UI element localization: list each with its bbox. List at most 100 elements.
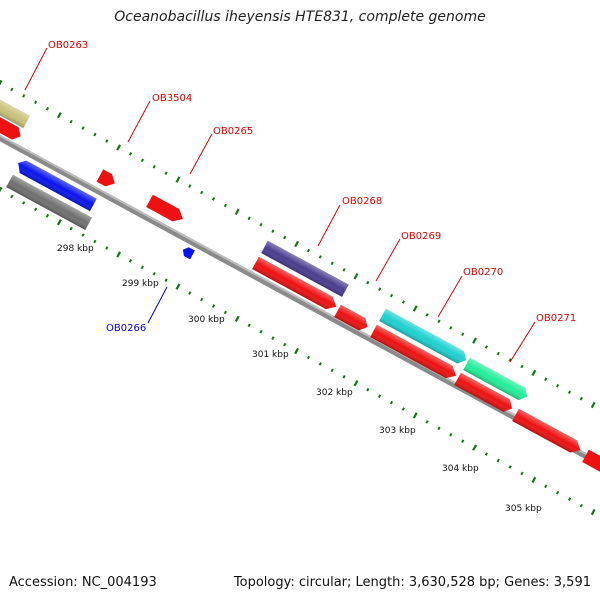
tick-mark xyxy=(353,273,359,280)
tick-mark xyxy=(175,283,181,290)
tick-mark xyxy=(579,503,583,508)
tick-mark xyxy=(105,246,109,250)
tick-mark xyxy=(472,337,477,344)
gene-left-red[interactable] xyxy=(0,109,24,142)
tick-mark xyxy=(590,508,596,516)
label-ob0271[interactable]: OB0271 xyxy=(536,313,576,324)
tick-mark xyxy=(306,355,311,360)
scale-label-302: 302 kbp xyxy=(316,388,353,398)
tick-mark xyxy=(306,248,311,253)
tick-mark xyxy=(461,439,465,443)
label-ob0269[interactable]: OB0269 xyxy=(401,231,441,242)
tick-mark xyxy=(69,226,73,231)
tick-mark xyxy=(10,194,14,199)
gene-ob0265[interactable] xyxy=(146,194,186,225)
tick-mark xyxy=(556,383,560,388)
tick-mark xyxy=(461,332,465,336)
tick-mark xyxy=(200,297,204,302)
scale-label-301: 301 kbp xyxy=(252,350,289,360)
tick-mark xyxy=(378,287,382,291)
leader-ob0268 xyxy=(317,204,341,247)
tick-mark xyxy=(496,458,500,463)
label-ob0266[interactable]: OB0266 xyxy=(106,323,146,334)
tick-mark xyxy=(366,280,370,285)
label-ob0265[interactable]: OB0265 xyxy=(213,126,253,137)
tick-mark xyxy=(544,484,548,489)
tick-mark xyxy=(401,300,405,304)
tick-mark xyxy=(234,315,240,323)
tick-mark xyxy=(449,433,453,437)
tick-mark xyxy=(590,401,596,409)
genome-summary-text: Topology: circular; Length: 3,630,528 bp… xyxy=(233,575,591,590)
gene-ob0266[interactable] xyxy=(180,245,195,260)
tick-mark xyxy=(259,329,263,334)
tick-mark xyxy=(247,216,251,221)
tick-mark xyxy=(45,213,50,218)
tick-mark xyxy=(544,377,548,382)
tick-mark xyxy=(140,158,144,163)
tick-mark xyxy=(330,368,334,373)
tick-mark xyxy=(520,364,524,369)
tick-mark xyxy=(412,305,418,312)
tick-mark xyxy=(223,203,227,208)
tick-mark xyxy=(449,326,453,330)
tick-mark xyxy=(412,412,418,419)
leader-ob0269 xyxy=(375,238,401,282)
tick-mark xyxy=(484,452,488,456)
tick-mark xyxy=(116,144,122,151)
tick-mark xyxy=(425,313,429,317)
tick-mark xyxy=(259,222,263,227)
scale-label-298: 298 kbp xyxy=(57,244,94,254)
tick-mark xyxy=(342,268,346,272)
label-ob0268[interactable]: OB0268 xyxy=(342,196,382,207)
leader-ob0265 xyxy=(189,133,213,175)
tick-mark xyxy=(164,278,168,282)
tick-mark xyxy=(188,291,192,295)
genome-title: Oceanobacillus iheyensis HTE831, complet… xyxy=(114,9,486,25)
feature-track xyxy=(0,90,600,482)
tick-mark xyxy=(128,152,133,156)
tick-mark xyxy=(283,342,287,347)
tick-mark xyxy=(508,465,512,469)
tick-mark xyxy=(425,420,429,424)
tick-mark xyxy=(437,426,441,431)
tick-mark xyxy=(116,251,122,258)
gene-ob3504[interactable] xyxy=(96,169,119,189)
scale-label-300: 300 kbp xyxy=(188,315,225,325)
scale-label-299: 299 kbp xyxy=(122,279,159,289)
accession-text: Accession: NC_004193 xyxy=(9,575,157,590)
tick-mark xyxy=(188,184,192,188)
tick-mark xyxy=(200,190,204,195)
label-ob0263[interactable]: OB0263 xyxy=(48,40,88,51)
tick-mark xyxy=(56,219,62,226)
tick-mark xyxy=(10,87,14,92)
scale-label-303: 303 kbp xyxy=(379,426,416,436)
label-ob3504[interactable]: OB3504 xyxy=(152,93,192,104)
tick-mark xyxy=(140,265,144,270)
tick-mark xyxy=(152,271,156,276)
tick-mark xyxy=(389,293,394,298)
leader-ob0266 xyxy=(147,286,168,324)
leader-ob3504 xyxy=(127,100,151,143)
gene-red-305[interactable] xyxy=(582,449,600,482)
label-ob0270[interactable]: OB0270 xyxy=(463,267,503,278)
tick-mark xyxy=(496,351,500,356)
tick-mark xyxy=(318,255,322,259)
leader-ob0270 xyxy=(437,275,463,318)
tick-mark xyxy=(330,261,334,266)
tick-mark xyxy=(93,132,97,137)
tick-mark xyxy=(366,387,370,392)
tick-mark xyxy=(520,471,524,476)
tick-mark xyxy=(152,164,156,169)
tick-mark xyxy=(81,233,85,237)
tick-mark xyxy=(353,380,359,387)
tick-mark xyxy=(105,139,109,143)
tick-mark xyxy=(271,336,275,340)
tick-mark xyxy=(531,369,537,377)
tick-mark xyxy=(223,310,227,315)
genome-backbone xyxy=(0,125,600,475)
tick-mark xyxy=(22,201,26,205)
leader-ob0263 xyxy=(24,47,48,91)
tick-mark xyxy=(437,319,441,324)
